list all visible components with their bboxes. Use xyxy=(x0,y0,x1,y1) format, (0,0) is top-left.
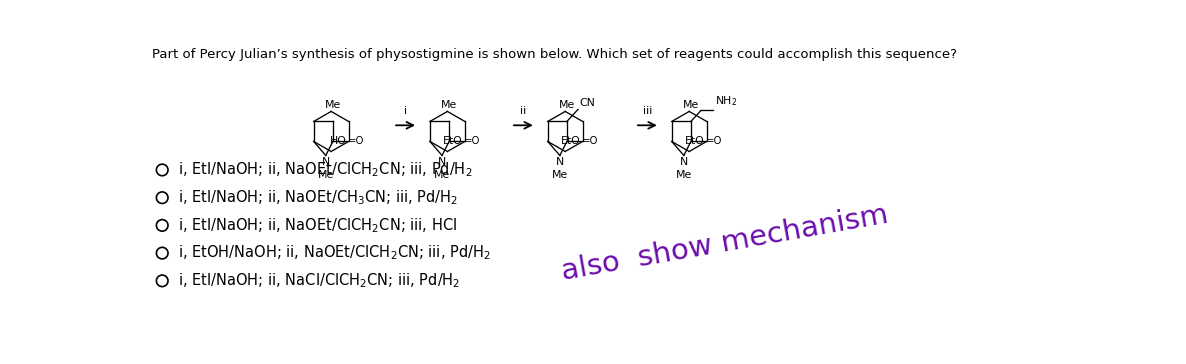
Text: iii: iii xyxy=(643,106,652,116)
Text: =O: =O xyxy=(582,136,598,146)
Text: N: N xyxy=(680,157,688,167)
Text: =O: =O xyxy=(347,136,364,146)
Text: i, EtI/NaOH; ii, NaOEt/ClCH$_2$CN; iii, HCl: i, EtI/NaOH; ii, NaOEt/ClCH$_2$CN; iii, … xyxy=(178,216,457,235)
Text: i, EtI/NaOH; ii, NaOEt/CH$_3$CN; iii, Pd/H$_2$: i, EtI/NaOH; ii, NaOEt/CH$_3$CN; iii, Pd… xyxy=(178,188,458,207)
Text: Part of Percy Julian’s synthesis of physostigmine is shown below. Which set of r: Part of Percy Julian’s synthesis of phys… xyxy=(152,48,957,61)
Text: N: N xyxy=(556,157,565,167)
Text: i, EtI/NaOH; ii, NaOEt/ClCH$_2$CN; iii, Pd/H$_2$: i, EtI/NaOH; ii, NaOEt/ClCH$_2$CN; iii, … xyxy=(178,161,472,179)
Text: Me: Me xyxy=(434,170,451,180)
Text: NH$_2$: NH$_2$ xyxy=(715,94,737,108)
Text: N: N xyxy=(438,157,446,167)
Text: =O: =O xyxy=(706,136,722,146)
Text: EtO: EtO xyxy=(561,136,580,146)
Text: also  show mechanism: also show mechanism xyxy=(559,201,891,286)
Text: Me: Me xyxy=(325,100,340,110)
Text: Me: Me xyxy=(551,170,568,180)
Text: HO: HO xyxy=(330,136,346,146)
Text: Me: Me xyxy=(676,170,691,180)
Text: ii: ii xyxy=(521,106,527,116)
Text: CN: CN xyxy=(580,98,595,108)
Text: i: i xyxy=(404,106,407,116)
Text: Me: Me xyxy=(559,100,575,110)
Text: =O: =O xyxy=(464,136,480,146)
Text: i, EtI/NaOH; ii, NaCl/ClCH$_2$CN; iii, Pd/H$_2$: i, EtI/NaOH; ii, NaCl/ClCH$_2$CN; iii, P… xyxy=(178,272,460,290)
Text: i, EtOH/NaOH; ii, NaOEt/ClCH$_2$CN; iii, Pd/H$_2$: i, EtOH/NaOH; ii, NaOEt/ClCH$_2$CN; iii,… xyxy=(178,244,490,262)
Text: Me: Me xyxy=(441,100,458,110)
Text: Me: Me xyxy=(683,100,699,110)
Text: EtO: EtO xyxy=(442,136,463,146)
Text: Me: Me xyxy=(318,170,334,180)
Text: N: N xyxy=(321,157,330,167)
Text: EtO: EtO xyxy=(684,136,704,146)
